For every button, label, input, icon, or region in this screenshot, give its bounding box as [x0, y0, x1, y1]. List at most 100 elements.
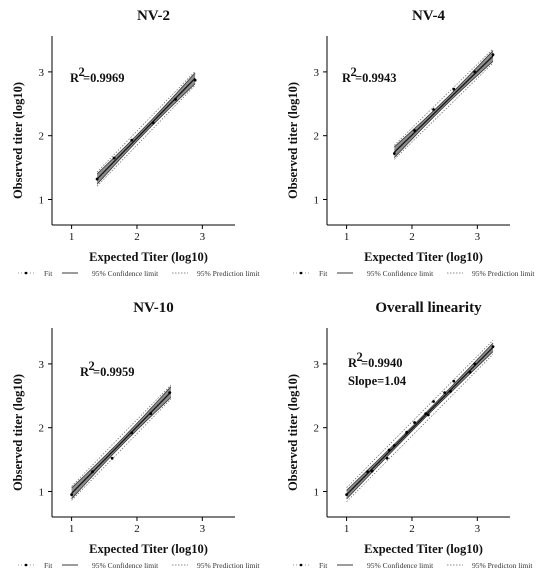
slope-annotation: Slope=1.04	[348, 374, 407, 388]
x-tick-label: 3	[475, 523, 481, 535]
prediction-limit-upper	[394, 48, 494, 146]
chart-nv-4: NV-4 1 2 3 1 2 3 Expected Titer (log10) Observed…	[286, 8, 535, 278]
data-point	[370, 469, 374, 473]
data-point	[95, 177, 99, 181]
y-tick-label: 2	[39, 131, 45, 143]
data-point	[426, 413, 430, 417]
y-tick-label: 3	[314, 359, 320, 371]
r-squared-superscript: 2	[351, 65, 357, 79]
chart-title: NV-10	[133, 300, 174, 316]
data-point	[473, 70, 477, 74]
legend-fit-label: Fit	[44, 269, 53, 278]
data-point	[452, 87, 456, 91]
data-point	[449, 389, 452, 393]
data-point	[385, 456, 389, 460]
r-squared-value: =0.9943	[355, 71, 397, 85]
y-axis-label: Observed titer (log10)	[286, 82, 300, 199]
data-point	[413, 421, 416, 424]
r-squared-value: =0.9940	[361, 356, 403, 370]
x-axis-label: Expected Titer (log10)	[364, 250, 483, 264]
data-point	[70, 493, 74, 497]
data-point	[405, 430, 409, 434]
legend-confidence-label: 95% Confidence limit	[367, 269, 434, 278]
data-point	[149, 412, 153, 416]
y-tick-label: 1	[314, 486, 320, 498]
chart-panel-overall-linearity: Overall linearity 1 2 3 1 2 3 Expected Titer (l…	[275, 292, 550, 584]
y-axis-label: Observed titer (log10)	[11, 374, 25, 491]
legend-confidence-label: 95% Confidence limit	[92, 269, 159, 278]
prediction-limit-lower	[71, 398, 172, 501]
fit-line	[346, 346, 494, 496]
x-tick-label: 2	[134, 231, 140, 243]
prediction-limit-lower	[96, 85, 196, 187]
x-tick-label: 2	[409, 231, 415, 243]
legend-confidence-label: 95% Confidence limit	[92, 561, 159, 570]
confidence-limit-lower	[96, 83, 196, 185]
x-axis-label: Expected Titer (log10)	[89, 542, 208, 556]
data-point	[413, 129, 416, 132]
x-tick-label: 2	[409, 523, 415, 535]
x-tick-label: 1	[344, 523, 350, 535]
r-squared-superscript: 2	[89, 359, 95, 373]
data-point	[432, 400, 435, 403]
data-point	[345, 493, 349, 497]
chart-panel-nv-2: NV-2 1 2 3 1 2 3 Expected Titer (log10) Observed…	[0, 0, 275, 292]
confidence-limit-upper	[346, 342, 494, 491]
legend-fit-marker-point	[299, 271, 303, 275]
legend-fit-marker-point	[24, 271, 28, 275]
data-point	[193, 78, 197, 82]
chart-nv-10: NV-10 1 2 3 1 2 3 Expected Titer (log10) Observe…	[11, 300, 260, 570]
data-point	[174, 97, 177, 101]
data-point	[452, 379, 456, 383]
confidence-limit-lower	[71, 397, 172, 500]
chart-overall-linearity: Overall linearity 1 2 3 1 2 3 Expected Titer (l…	[286, 300, 533, 570]
legend-fit-marker-point	[299, 563, 303, 567]
data-point	[366, 470, 369, 474]
x-tick-label: 2	[134, 523, 140, 535]
chart-panel-nv-10: NV-10 1 2 3 1 2 3 Expected Titer (log10) Observe…	[0, 292, 275, 584]
y-tick-label: 3	[39, 359, 45, 371]
prediction-limit-upper	[71, 384, 172, 487]
prediction-limit-lower	[394, 62, 494, 160]
data-point	[168, 391, 172, 395]
r-squared-prefix: R	[70, 71, 80, 85]
data-point	[468, 370, 472, 374]
x-tick-label: 1	[69, 231, 75, 243]
legend-fit-label: Fit	[44, 561, 53, 570]
y-axis-label: Observed titer (log10)	[286, 374, 300, 491]
data-point	[130, 138, 134, 142]
data-point	[491, 53, 495, 57]
legend-prediction-label: 95% Predicton limit	[472, 561, 533, 570]
confidence-limit-lower	[394, 60, 494, 158]
r-squared-value: =0.9969	[83, 71, 125, 85]
confidence-limit-upper	[71, 386, 172, 489]
confidence-limit-upper	[96, 72, 196, 175]
fit-line	[393, 55, 494, 153]
legend-fit-marker-point	[24, 563, 28, 567]
data-point	[130, 431, 134, 435]
y-tick-label: 3	[39, 67, 45, 79]
x-axis-label: Expected Titer (log10)	[89, 250, 208, 264]
x-tick-label: 3	[475, 231, 481, 243]
y-tick-label: 2	[39, 423, 45, 435]
legend-confidence-label: 95% Confidence limit	[367, 561, 434, 570]
legend-prediction-label: 95% Prediction limit	[197, 561, 260, 570]
r-squared-superscript: 2	[357, 350, 363, 364]
legend-fit-label: Fit	[319, 561, 328, 570]
r-squared-prefix: R	[342, 71, 352, 85]
data-point	[151, 121, 155, 125]
legend-prediction-label: 95% Prediction limit	[197, 269, 260, 278]
data-point	[91, 470, 94, 474]
legend-prediction-label: 95% Prediction limit	[472, 269, 535, 278]
x-tick-label: 3	[200, 523, 206, 535]
r-squared-value: =0.9959	[93, 365, 135, 379]
data-point	[473, 362, 477, 366]
fit-line	[96, 77, 196, 180]
y-tick-label: 1	[39, 194, 45, 206]
chart-nv-2: NV-2 1 2 3 1 2 3 Expected Titer (log10) Observed…	[11, 8, 260, 278]
r-squared-prefix: R	[80, 365, 90, 379]
y-tick-label: 2	[314, 423, 320, 435]
data-point	[491, 345, 495, 349]
y-tick-label: 2	[314, 131, 320, 143]
fit-line	[71, 391, 172, 494]
